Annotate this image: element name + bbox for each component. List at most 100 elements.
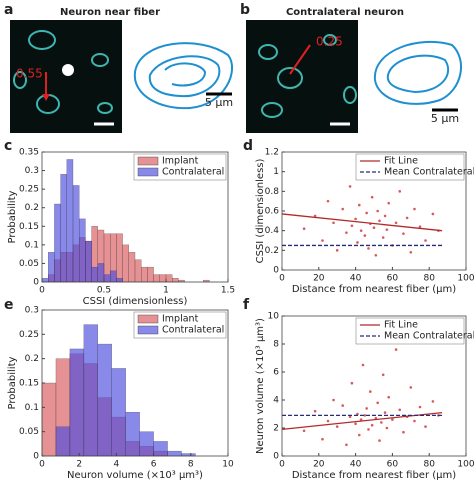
x-tick-label: 0.5 [97, 286, 111, 296]
point [361, 363, 365, 367]
annotation: 0.55 [16, 67, 43, 81]
x-tick-label: 40 [350, 274, 362, 284]
bar [85, 240, 92, 283]
point [385, 228, 389, 231]
point [354, 217, 357, 221]
legend-label: Implant [162, 314, 199, 325]
point [357, 203, 361, 207]
y-tick-label: 0.3 [25, 166, 39, 176]
x-tick-label: 60 [387, 274, 399, 284]
bar [111, 368, 126, 457]
legend-swatch [137, 167, 159, 177]
point [365, 211, 368, 215]
point [356, 241, 359, 244]
point [335, 425, 339, 428]
bar [140, 266, 148, 283]
bar [41, 382, 57, 457]
point [302, 227, 306, 230]
point [313, 409, 317, 413]
panel-title: Contralateral neuron [286, 7, 404, 18]
bar [109, 270, 117, 283]
point [402, 430, 405, 434]
point [357, 433, 361, 437]
x-tick-label: 0 [39, 286, 45, 296]
y-tick-label: 1.2 [265, 148, 279, 158]
point [356, 412, 359, 416]
y-tick-label: 0.15 [19, 379, 39, 389]
point [313, 214, 317, 218]
bar [48, 252, 55, 283]
point [326, 199, 330, 203]
x-tick-label: 1.5 [221, 286, 235, 296]
point [321, 239, 324, 242]
point [348, 185, 352, 188]
point [381, 236, 385, 239]
point [350, 224, 354, 228]
bar [122, 244, 129, 283]
panel-letter: d [243, 138, 253, 154]
y-tick-label: 0 [33, 278, 39, 288]
x-axis-label: CSSI (dimensionless) [83, 296, 188, 307]
y-tick-label: 0.25 [19, 330, 39, 340]
y-tick-label: 0.1 [25, 240, 39, 250]
legend-label: Mean Contralateral [384, 331, 474, 342]
fiber [62, 64, 74, 76]
legend-label: Contralateral [162, 167, 224, 178]
bar [60, 174, 67, 283]
point [359, 418, 363, 421]
panel-letter: f [243, 297, 250, 313]
x-tick-label: 2 [76, 460, 82, 470]
point [376, 209, 379, 213]
panel-letter: c [4, 138, 12, 154]
point [409, 251, 413, 254]
point [418, 405, 422, 409]
point [363, 414, 367, 417]
neuron-mesh [373, 40, 462, 105]
x-tick-label: 10 [222, 460, 234, 470]
point [381, 373, 385, 377]
panel-letter: a [4, 2, 13, 18]
point [345, 443, 348, 447]
point [350, 381, 354, 385]
point [424, 425, 427, 428]
bar [139, 431, 154, 457]
legend-swatch [137, 325, 159, 335]
legend-box [355, 153, 465, 181]
y-tick-label: 6 [273, 368, 279, 378]
legend-label: Contralateral [162, 325, 224, 336]
point [394, 221, 398, 225]
bar [66, 159, 74, 283]
point [376, 401, 379, 405]
y-tick-label: 0.1 [25, 403, 39, 413]
bar [103, 274, 111, 283]
x-tick-label: 0 [39, 460, 45, 470]
y-tick-label: 0.8 [265, 187, 280, 197]
y-tick-label: 2 [273, 424, 279, 434]
axes-box [281, 315, 467, 457]
point [367, 247, 370, 250]
point [431, 400, 435, 403]
x-tick-label: 80 [423, 460, 435, 470]
panel-letter: e [4, 297, 14, 313]
point [370, 423, 374, 427]
bar [128, 252, 136, 283]
y-tick-label: 0.3 [25, 306, 39, 316]
y-tick-label: 0 [33, 452, 39, 462]
line [281, 213, 443, 232]
x-tick-label: 0 [279, 460, 285, 470]
point [321, 437, 324, 441]
legend-label: Mean Contralateral [384, 167, 474, 178]
point [374, 253, 378, 257]
bar [97, 263, 105, 283]
y-tick-label: 4 [273, 396, 279, 406]
x-tick-label: 8 [188, 460, 194, 470]
bar [134, 259, 142, 283]
arrow-head [42, 94, 50, 101]
bar [54, 203, 61, 283]
point [413, 207, 416, 211]
legend-swatch [137, 156, 159, 166]
x-tick-label: 80 [423, 274, 435, 284]
point [413, 419, 416, 423]
y-tick-label: 8 [273, 340, 279, 350]
point [332, 221, 335, 225]
